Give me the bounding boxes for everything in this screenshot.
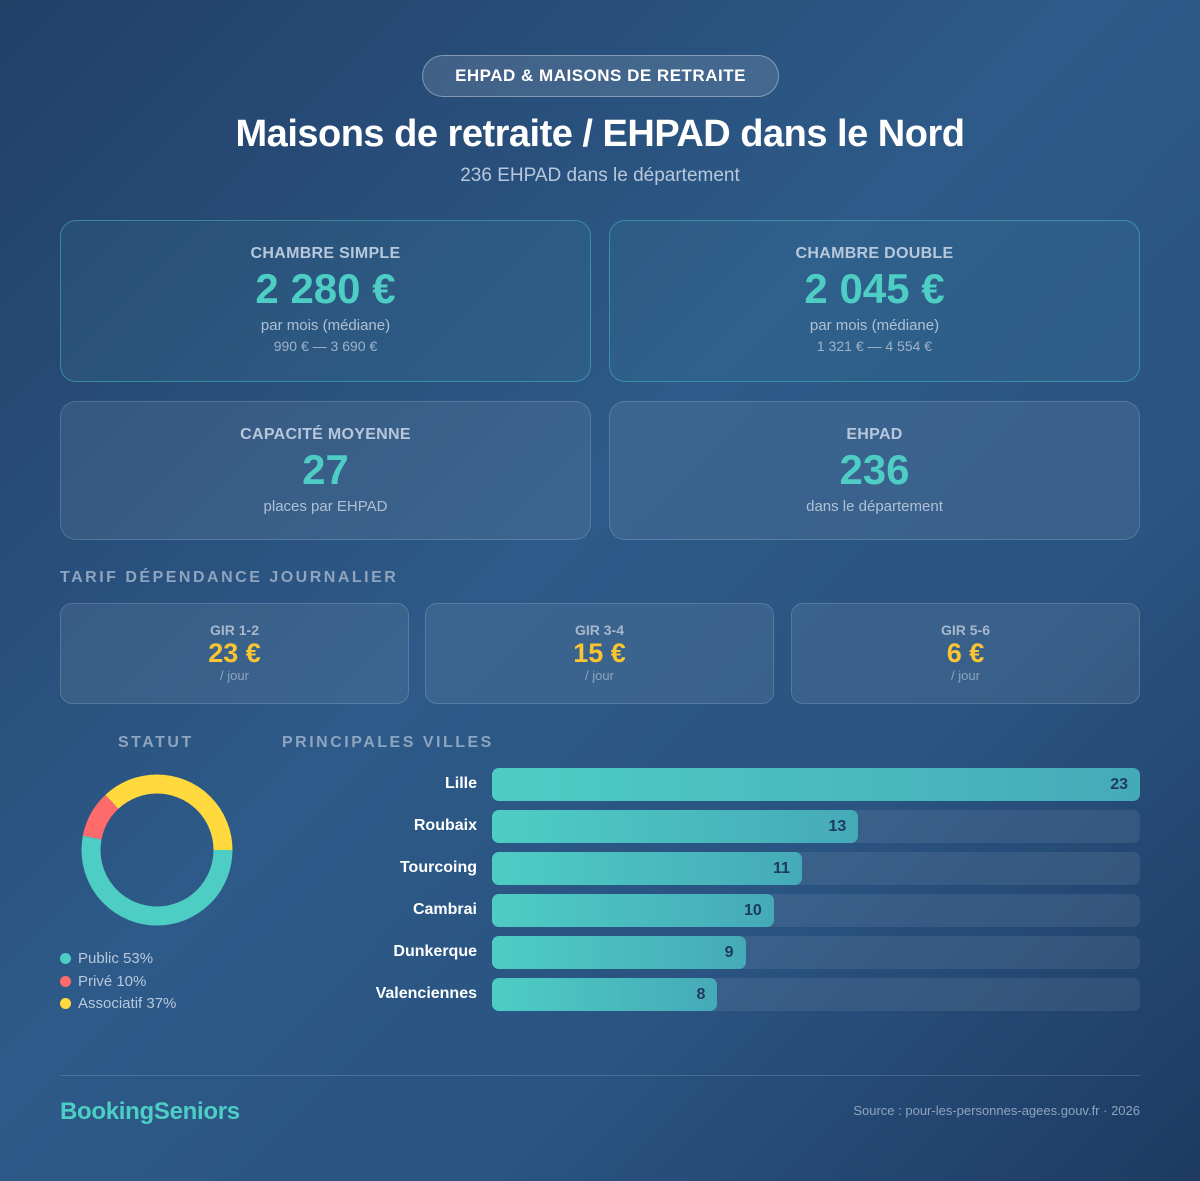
card-value: 2 280 € — [255, 265, 396, 312]
gir-label: GIR 3-4 — [574, 622, 624, 638]
gir-unit: / jour — [951, 668, 980, 683]
legend-item: Associatif 37% — [60, 993, 176, 1016]
bar-track: 13 — [492, 810, 1140, 843]
bar-label: Roubaix — [413, 817, 477, 834]
card-value: 27 — [302, 446, 349, 493]
gir-value: 15 € — [573, 638, 626, 668]
card-range: 1 321 € — 4 554 € — [816, 338, 933, 354]
card-sub: places par EHPAD — [263, 498, 388, 515]
bar-value: 8 — [696, 986, 706, 1003]
bar-track: 10 — [492, 894, 1140, 927]
page-title: Maisons de retraite / EHPAD dans le Nord — [235, 113, 965, 155]
bar-value: 9 — [724, 944, 734, 961]
card-value: 236 — [839, 446, 910, 493]
bar-value: 13 — [828, 818, 847, 835]
card-sub: par mois (médiane) — [260, 317, 391, 334]
bar-label: Valenciennes — [375, 985, 477, 1002]
bar-label: Tourcoing — [399, 859, 477, 876]
card-label: CHAMBRE SIMPLE — [250, 245, 401, 262]
bar-track: 8 — [492, 978, 1140, 1011]
donut-slice-associatif — [81, 774, 233, 926]
bar-label: Lille — [444, 775, 477, 792]
bar-label: Cambrai — [412, 901, 477, 918]
legend-label: Associatif 37% — [78, 995, 177, 1012]
card-capacite: CAPACITÉ MOYENNE 27 places par EHPAD — [60, 401, 591, 540]
section-title-statut: STATUT — [118, 734, 194, 751]
gir-value: 23 € — [208, 638, 261, 668]
bar: 23 — [492, 768, 1140, 801]
bar: 9 — [492, 936, 746, 969]
card-sub: dans le département — [806, 498, 943, 515]
legend-item: Privé 10% — [60, 971, 176, 994]
bar-value: 23 — [1110, 776, 1128, 793]
bar-row: Cambrai 10 — [300, 894, 1140, 927]
gir-card: GIR 1-2 23 € / jour — [60, 603, 409, 704]
section-title-villes: PRINCIPALES VILLES — [282, 734, 494, 751]
gir-label: GIR 5-6 — [940, 622, 990, 638]
card-value: 2 045 € — [804, 265, 945, 312]
card-range: 990 € — 3 690 € — [273, 338, 378, 354]
bar-row: Tourcoing 11 — [300, 852, 1140, 885]
bar-row: Roubaix 13 — [300, 810, 1140, 843]
bar: 10 — [492, 894, 774, 927]
bar-track: 23 — [492, 768, 1140, 801]
section-title-tarif: TARIF DÉPENDANCE JOURNALIER — [60, 569, 399, 586]
bar-row: Valenciennes 8 — [300, 978, 1140, 1011]
bar-track: 11 — [492, 852, 1140, 885]
card-label: CHAMBRE DOUBLE — [795, 245, 954, 262]
bar-value: 10 — [743, 902, 762, 919]
bar: 11 — [492, 852, 802, 885]
gir-card: GIR 5-6 6 € / jour — [791, 603, 1140, 704]
card-label: CAPACITÉ MOYENNE — [240, 426, 411, 443]
footer-divider — [60, 1075, 1140, 1076]
legend-dot — [60, 975, 71, 987]
bar-track: 9 — [492, 936, 1140, 969]
legend-label: Privé 10% — [78, 972, 147, 990]
page-subtitle: 236 EHPAD dans le département — [460, 165, 740, 186]
gir-label: GIR 1-2 — [209, 622, 259, 638]
bar: 8 — [492, 978, 718, 1011]
statut-donut-chart — [81, 774, 233, 926]
card-chambre-simple: CHAMBRE SIMPLE 2 280 € par mois (médiane… — [60, 220, 591, 382]
gir-value: 6 € — [946, 638, 985, 668]
card-chambre-double: CHAMBRE DOUBLE 2 045 € par mois (médiane… — [609, 220, 1140, 382]
card-sub: par mois (médiane) — [809, 317, 940, 334]
bar-value: 11 — [772, 860, 790, 877]
legend-dot — [60, 998, 71, 1009]
category-badge: EHPAD & MAISONS DE RETRAITE — [422, 55, 779, 97]
source-text: Source : pour-les-personnes-agees.gouv.f… — [853, 1103, 1140, 1118]
bar-row: Dunkerque 9 — [300, 936, 1140, 969]
legend-label: Public 53% — [78, 950, 154, 967]
bar-label: Dunkerque — [393, 943, 477, 960]
gir-card: GIR 3-4 15 € / jour — [425, 603, 774, 704]
brand-logo: BookingSeniors — [60, 1098, 240, 1125]
bar: 13 — [492, 810, 859, 843]
legend-dot — [60, 953, 71, 964]
card-label: EHPAD — [846, 426, 903, 443]
legend-item: Public 53% — [60, 948, 176, 971]
gir-unit: / jour — [220, 668, 249, 683]
card-ehpad-count: EHPAD 236 dans le département — [609, 401, 1140, 540]
bar-row: Lille 23 — [300, 768, 1140, 801]
gir-unit: / jour — [585, 668, 614, 683]
statut-legend: Public 53% Privé 10% Associatif 37% — [60, 948, 176, 1016]
